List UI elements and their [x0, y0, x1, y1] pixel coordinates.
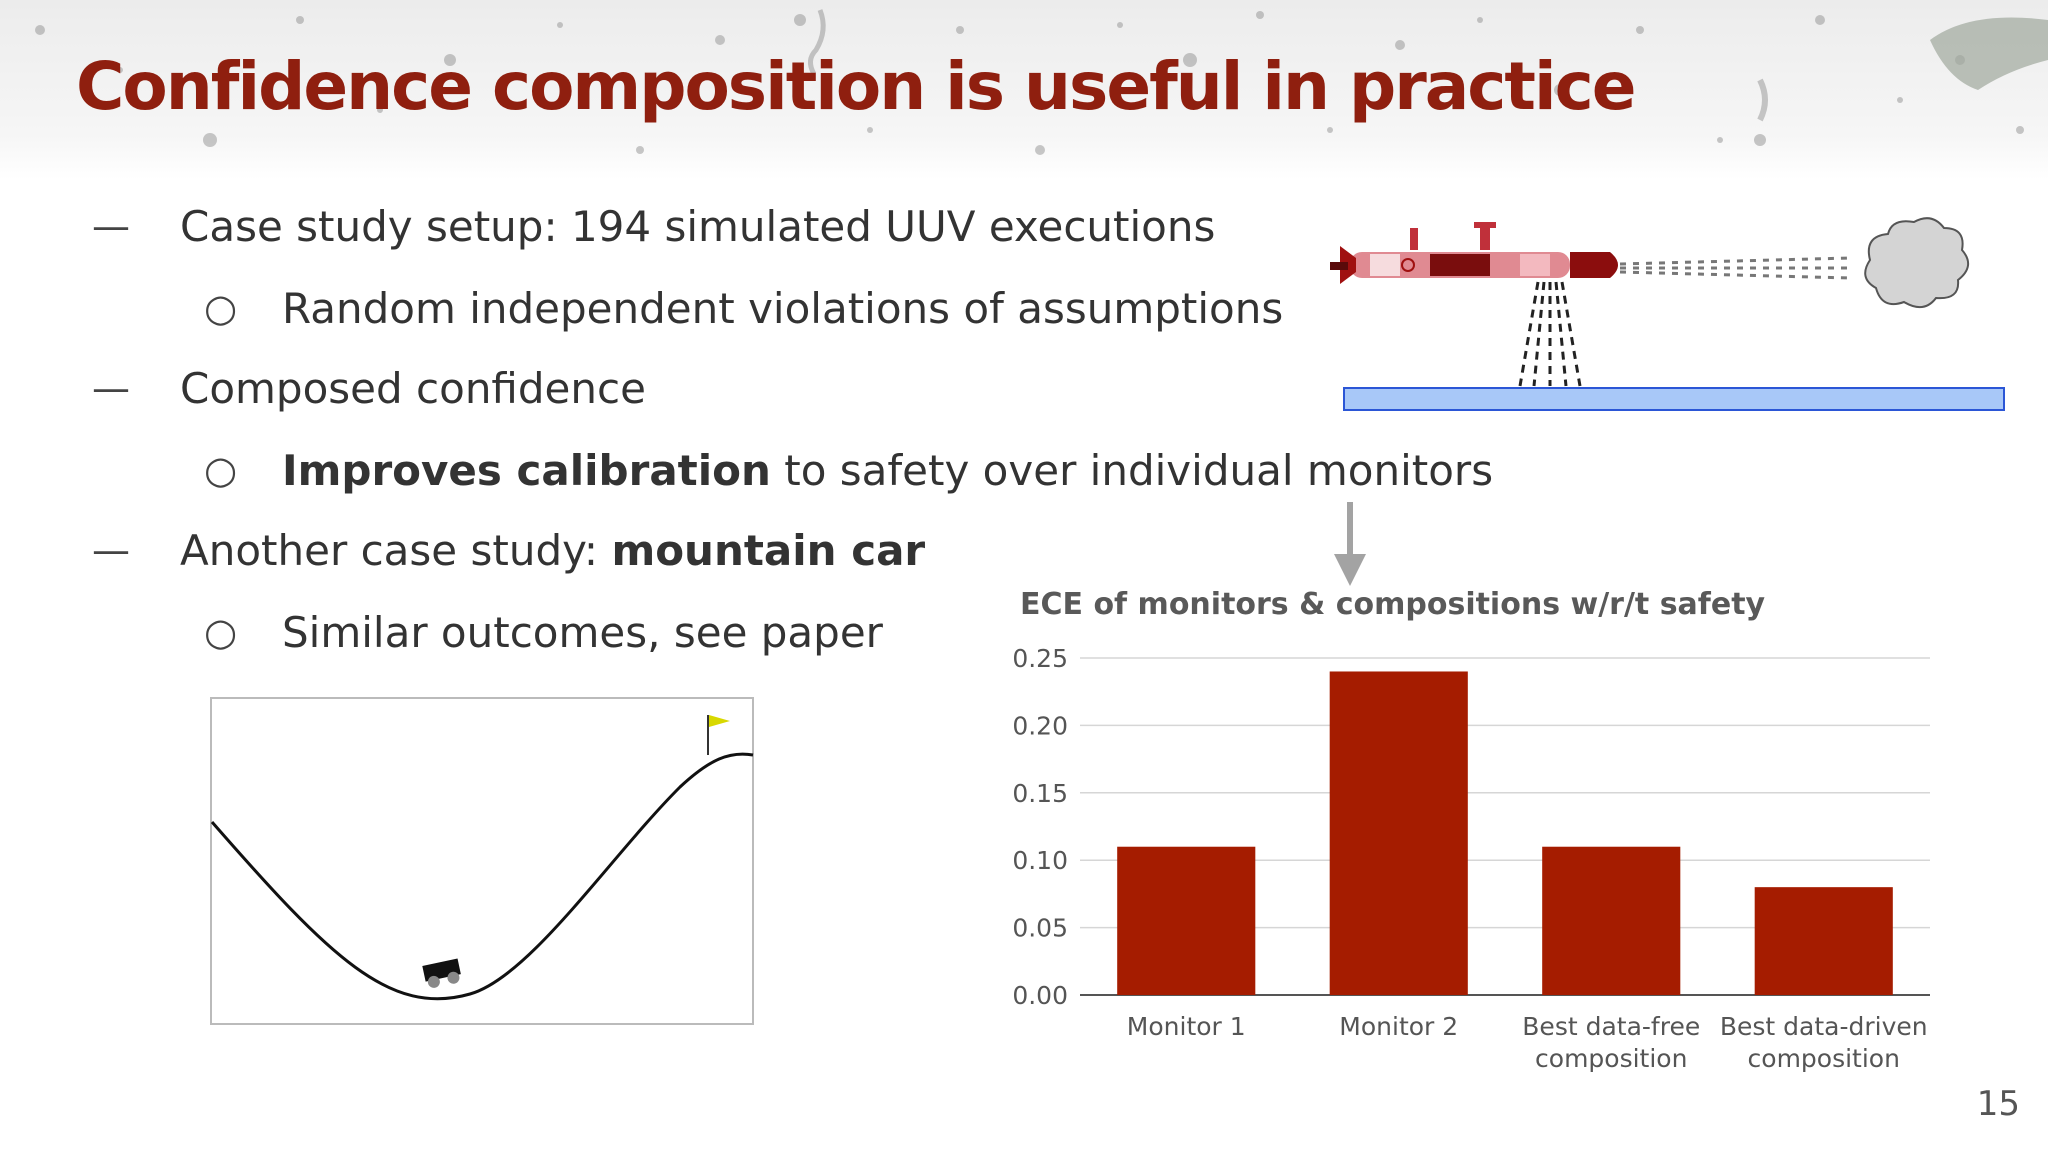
bullet-bold-text: Improves calibration [282, 446, 771, 495]
down-arrow-icon [1334, 502, 1366, 586]
uuv-vehicle-image [1330, 222, 1618, 284]
x-tick-label: Best data-driven [1720, 1012, 1928, 1041]
bullet-text: Another case study: [180, 526, 612, 575]
mountain-car-image [210, 697, 754, 1025]
bullet-composed-confidence: Composed confidence [180, 364, 646, 413]
bullet-similar-outcomes: Similar outcomes, see paper [282, 608, 883, 657]
uuv-illustration [1330, 217, 2005, 411]
bullet-dash-marker: — [92, 366, 130, 410]
bullet-random-violations: Random independent violations of assumpt… [282, 284, 1284, 333]
y-tick-label: 0.00 [1012, 981, 1068, 1010]
x-tick-label: composition [1748, 1044, 1900, 1073]
page-number: 15 [1976, 1084, 2020, 1124]
y-tick-label: 0.05 [1012, 914, 1068, 943]
sonar-down-beam [1518, 281, 1582, 387]
bar-2 [1329, 671, 1468, 995]
chart-title: ECE of monitors & compositions w/r/t saf… [1020, 587, 1766, 622]
goal-flag-icon [707, 715, 730, 755]
y-tick-label: 0.10 [1012, 846, 1068, 875]
bar-3 [1542, 846, 1681, 995]
y-tick-label: 0.20 [1012, 711, 1068, 740]
bullet-text: to safety over individual monitors [770, 446, 1494, 495]
sonar-cloud-icon [1864, 217, 1969, 309]
x-tick-label: Best data-free [1522, 1012, 1700, 1041]
bullet-dash-marker: — [92, 204, 130, 248]
x-tick-label: Monitor 1 [1127, 1012, 1246, 1041]
x-tick-label: Monitor 2 [1339, 1012, 1458, 1041]
sonar-forward-beam [1619, 256, 1851, 280]
ece-bar-chart: ECE of monitors & compositions w/r/t saf… [1012, 587, 1930, 1073]
y-tick-label: 0.15 [1012, 779, 1068, 808]
bullet-circle-marker: ○ [204, 448, 238, 492]
seabed [1343, 387, 2005, 411]
bullet-circle-marker: ○ [204, 610, 238, 654]
bar-1 [1117, 846, 1256, 995]
bullet-dash-marker: — [92, 528, 130, 572]
bullet-bold-text: mountain car [611, 526, 926, 575]
bullet-improves-calibration: Improves calibration to safety over indi… [282, 446, 1493, 495]
splatter-banner [0, 0, 2048, 180]
slide-title: Confidence composition is useful in prac… [76, 48, 1636, 125]
x-tick-label: composition [1535, 1044, 1687, 1073]
bullet-case-study-setup: Case study setup: 194 simulated UUV exec… [180, 202, 1216, 251]
car-icon [422, 958, 461, 988]
bar-4 [1754, 887, 1893, 995]
bullet-another-case-study: Another case study: mountain car [180, 526, 925, 575]
bullet-circle-marker: ○ [204, 286, 238, 330]
y-tick-label: 0.25 [1012, 644, 1068, 673]
